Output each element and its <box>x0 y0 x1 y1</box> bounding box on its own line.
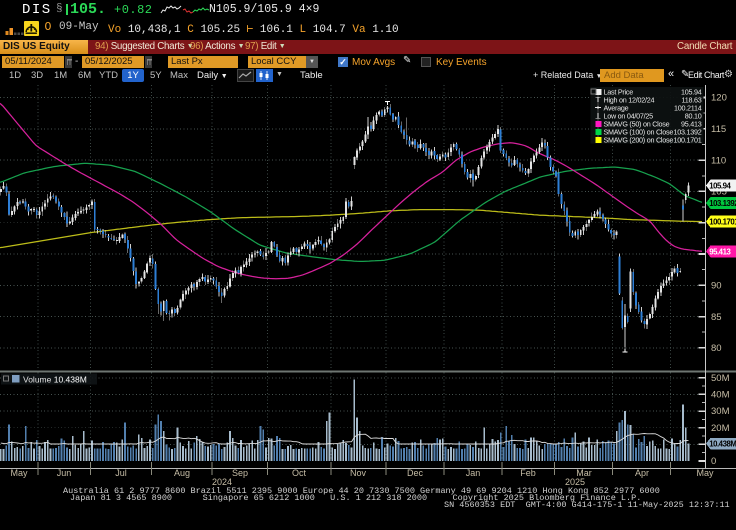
svg-text:118.63: 118.63 <box>682 95 702 104</box>
svg-text:Nov: Nov <box>350 468 367 478</box>
svg-text:80.10: 80.10 <box>685 111 702 120</box>
svg-text:Jul: Jul <box>115 468 127 478</box>
svg-text:2025: 2025 <box>565 477 585 487</box>
svg-text:Mar: Mar <box>576 468 592 478</box>
svg-text:30M: 30M <box>711 406 730 417</box>
svg-text:SMAVG (50) on Close: SMAVG (50) on Close <box>604 119 670 128</box>
svg-text:SMAVG (100) on Close: SMAVG (100) on Close <box>604 127 674 136</box>
svg-text:Feb: Feb <box>520 468 536 478</box>
svg-text:95.413: 95.413 <box>709 247 731 256</box>
svg-text:Apr: Apr <box>635 468 649 478</box>
svg-text:103.1392: 103.1392 <box>709 199 736 208</box>
svg-text:110: 110 <box>711 155 726 166</box>
svg-text:Last Price: Last Price <box>604 87 634 96</box>
svg-text:High on 12/02/24: High on 12/02/24 <box>604 95 655 104</box>
svg-text:Low on 04/07/25: Low on 04/07/25 <box>604 111 654 120</box>
svg-text:Dec: Dec <box>407 468 424 478</box>
svg-text:90: 90 <box>711 281 722 292</box>
svg-text:Jun: Jun <box>57 468 72 478</box>
svg-text:Oct: Oct <box>292 468 307 478</box>
svg-text:85: 85 <box>711 312 722 323</box>
svg-text:SMAVG (200) on Close: SMAVG (200) on Close <box>604 135 674 144</box>
svg-text:Average: Average <box>604 103 629 112</box>
svg-text:100.1701: 100.1701 <box>674 135 702 144</box>
svg-text:20M: 20M <box>711 423 730 434</box>
svg-text:40M: 40M <box>711 390 730 401</box>
svg-text:100.1701: 100.1701 <box>709 218 736 227</box>
svg-text:100.2114: 100.2114 <box>674 103 702 112</box>
svg-text:105.94: 105.94 <box>681 87 702 96</box>
svg-text:2024: 2024 <box>212 477 232 487</box>
svg-text:80: 80 <box>711 343 722 354</box>
svg-text:Jan: Jan <box>466 468 481 478</box>
svg-text:115: 115 <box>711 124 726 135</box>
svg-text:105: 105 <box>711 187 727 198</box>
svg-text:103.1392: 103.1392 <box>674 127 702 136</box>
svg-text:May: May <box>696 468 714 478</box>
svg-text:95.413: 95.413 <box>681 119 702 128</box>
svg-text:Sep: Sep <box>232 468 248 478</box>
svg-text:50M: 50M <box>711 373 730 384</box>
svg-text:0: 0 <box>711 456 716 467</box>
svg-text:Volume 10.438M: Volume 10.438M <box>23 375 87 385</box>
svg-text:Aug: Aug <box>174 468 190 478</box>
svg-text:May: May <box>10 468 28 478</box>
svg-text:105.94: 105.94 <box>709 181 731 190</box>
svg-text:120: 120 <box>711 93 727 104</box>
svg-text:10.438M: 10.438M <box>709 440 736 449</box>
